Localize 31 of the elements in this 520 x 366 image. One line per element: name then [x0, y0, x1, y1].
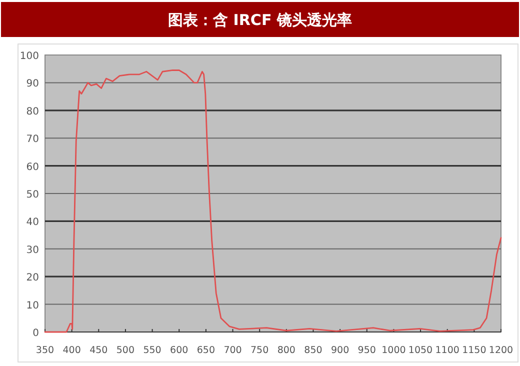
chart-title: 图表：含 IRCF 镜头透光率	[168, 11, 352, 29]
y-tick-label: 20	[26, 272, 39, 284]
y-tick-label: 0	[32, 328, 39, 339]
x-tick-label: 700	[224, 345, 242, 356]
y-tick-label: 50	[26, 190, 39, 200]
x-tick-label: 1100	[435, 345, 460, 356]
x-tick-label: 500	[116, 345, 135, 356]
y-tick-label: 40	[26, 217, 39, 228]
x-tick-label: 1150	[462, 345, 486, 356]
x-tick-label: 850	[304, 345, 322, 356]
x-tick-label: 1200	[488, 345, 514, 356]
x-tick-label: 950	[358, 345, 376, 356]
x-tick-label: 400	[62, 345, 81, 356]
x-tick-label: 800	[277, 345, 296, 356]
x-tick-label: 1050	[408, 345, 433, 356]
y-tick-label: 90	[26, 78, 39, 90]
x-tick-label: 650	[196, 345, 216, 356]
y-tick-label: 30	[26, 244, 39, 256]
x-tick-label: 1000	[382, 345, 406, 356]
x-tick-label: 750	[250, 345, 269, 356]
x-tick-label: 600	[170, 345, 188, 356]
x-tick-label: 450	[90, 345, 108, 356]
x-tick-label: 550	[143, 345, 162, 356]
x-tick-label: 900	[330, 345, 350, 356]
line-series	[44, 70, 502, 333]
y-tick-label: 100	[20, 51, 39, 62]
y-tick-label: 80	[26, 106, 39, 118]
x-tick-label: 350	[36, 345, 54, 356]
y-tick-label: 70	[26, 134, 39, 146]
y-tick-label: 60	[26, 162, 39, 173]
y-tick-label: 10	[26, 300, 39, 312]
